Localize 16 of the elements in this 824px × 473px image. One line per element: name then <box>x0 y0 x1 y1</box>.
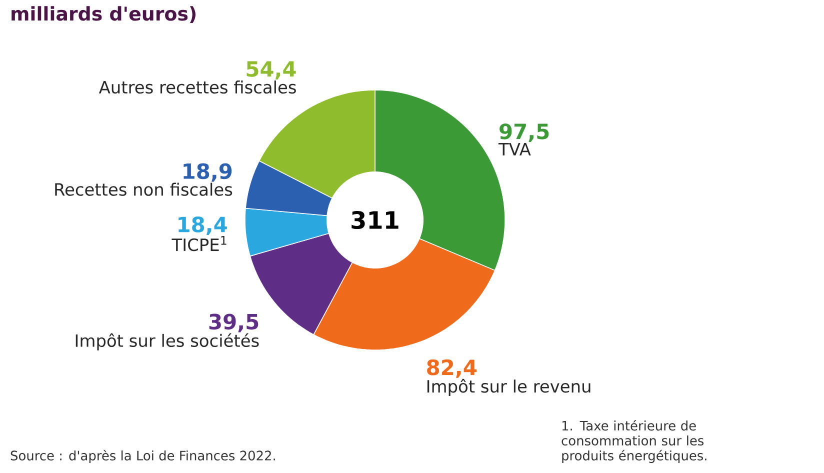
data-label: 39,5 <box>209 314 258 332</box>
text: 1. Taxe intérieure de consommation sur les produits énergétiques. <box>562 420 706 463</box>
slice-label: Autres recettes fiscales <box>98 80 296 94</box>
slice-label: TICPE$^{1}$ <box>172 236 226 252</box>
data-label: 18,4 <box>178 216 227 236</box>
chart-title: milliards d'euros) <box>12 6 196 23</box>
data-label: 97,5 <box>500 124 549 142</box>
data-label: 82,4 <box>427 359 476 378</box>
text: 311 <box>352 210 398 230</box>
data-label: 54,4 <box>246 61 296 80</box>
source-note: Source : d'après la Loi de Finances 2022. <box>10 450 275 463</box>
slice-label: Recettes non fiscales <box>55 182 232 196</box>
slice-label: Impôt sur le revenu <box>427 378 590 396</box>
data-label: 18,9 <box>184 163 232 182</box>
slice-label: TVA <box>498 143 531 156</box>
slice-label: Impôt sur les sociétés <box>76 333 259 350</box>
